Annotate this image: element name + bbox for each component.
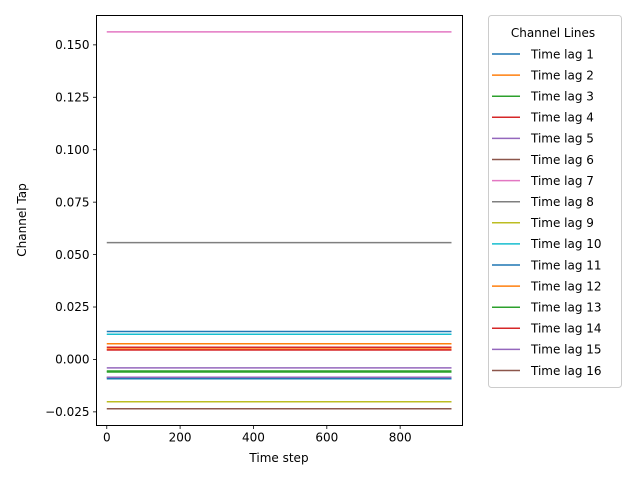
axes-frame — [96, 15, 463, 426]
legend-label: Time lag 15 — [530, 343, 602, 357]
legend-label: Time lag 4 — [530, 111, 594, 125]
x-tick-label: 600 — [315, 431, 338, 445]
legend-label: Time lag 11 — [530, 258, 602, 272]
y-tick-label: 0.125 — [55, 90, 89, 104]
legend-label: Time lag 9 — [530, 216, 594, 230]
x-tick-label: 0 — [103, 431, 111, 445]
y-tick-label: −0.025 — [45, 405, 89, 419]
x-tick-label: 200 — [169, 431, 192, 445]
legend-label: Time lag 7 — [530, 174, 594, 188]
legend-label: Time lag 8 — [530, 195, 594, 209]
legend-label: Time lag 14 — [530, 322, 602, 336]
y-tick-label: 0.025 — [55, 300, 89, 314]
legend-items: Time lag 1 Time lag 2 Time lag 3 Time lag 4… — [492, 47, 602, 378]
legend-label: Time lag 1 — [530, 47, 594, 61]
y-tick-label: 0.050 — [55, 248, 89, 262]
x-tick-label: 400 — [242, 431, 265, 445]
series-layer — [106, 31, 452, 410]
legend-label: Time lag 13 — [530, 301, 602, 315]
y-tick-label: 0.075 — [55, 195, 89, 209]
legend-frame — [488, 15, 622, 388]
legend-label: Time lag 6 — [530, 153, 594, 167]
x-tick-label: 800 — [389, 431, 412, 445]
legend-label: Time lag 10 — [530, 237, 602, 251]
y-axis-label: Channel Tap — [15, 183, 29, 256]
x-axis: 0 200 400 600 800 — [103, 425, 412, 445]
y-axis: −0.025 0.000 0.025 0.050 0.075 0.100 0.125 0.15… — [45, 38, 97, 419]
legend-label: Time lag 5 — [530, 132, 594, 146]
legend-title: Channel Lines — [511, 26, 595, 40]
x-axis-label: Time step — [248, 451, 308, 465]
legend-label: Time lag 2 — [530, 68, 594, 82]
y-tick-label: 0.100 — [55, 143, 89, 157]
y-tick-label: 0.150 — [55, 38, 89, 52]
y-tick-label: 0.000 — [55, 353, 89, 367]
legend-label: Time lag 3 — [530, 90, 594, 104]
legend-label: Time lag 16 — [530, 364, 602, 378]
legend-label: Time lag 12 — [530, 279, 602, 293]
